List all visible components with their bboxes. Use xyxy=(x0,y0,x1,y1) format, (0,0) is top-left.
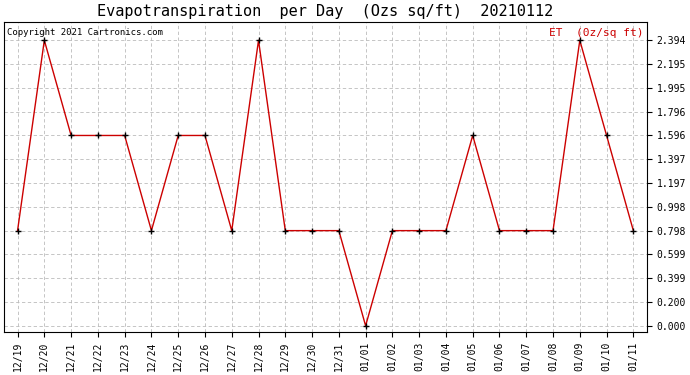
Title: Evapotranspiration  per Day  (Ozs sq/ft)  20210112: Evapotranspiration per Day (Ozs sq/ft) 2… xyxy=(97,4,553,19)
Text: Copyright 2021 Cartronics.com: Copyright 2021 Cartronics.com xyxy=(8,28,164,37)
Text: ET  (0z/sq ft): ET (0z/sq ft) xyxy=(549,28,644,38)
